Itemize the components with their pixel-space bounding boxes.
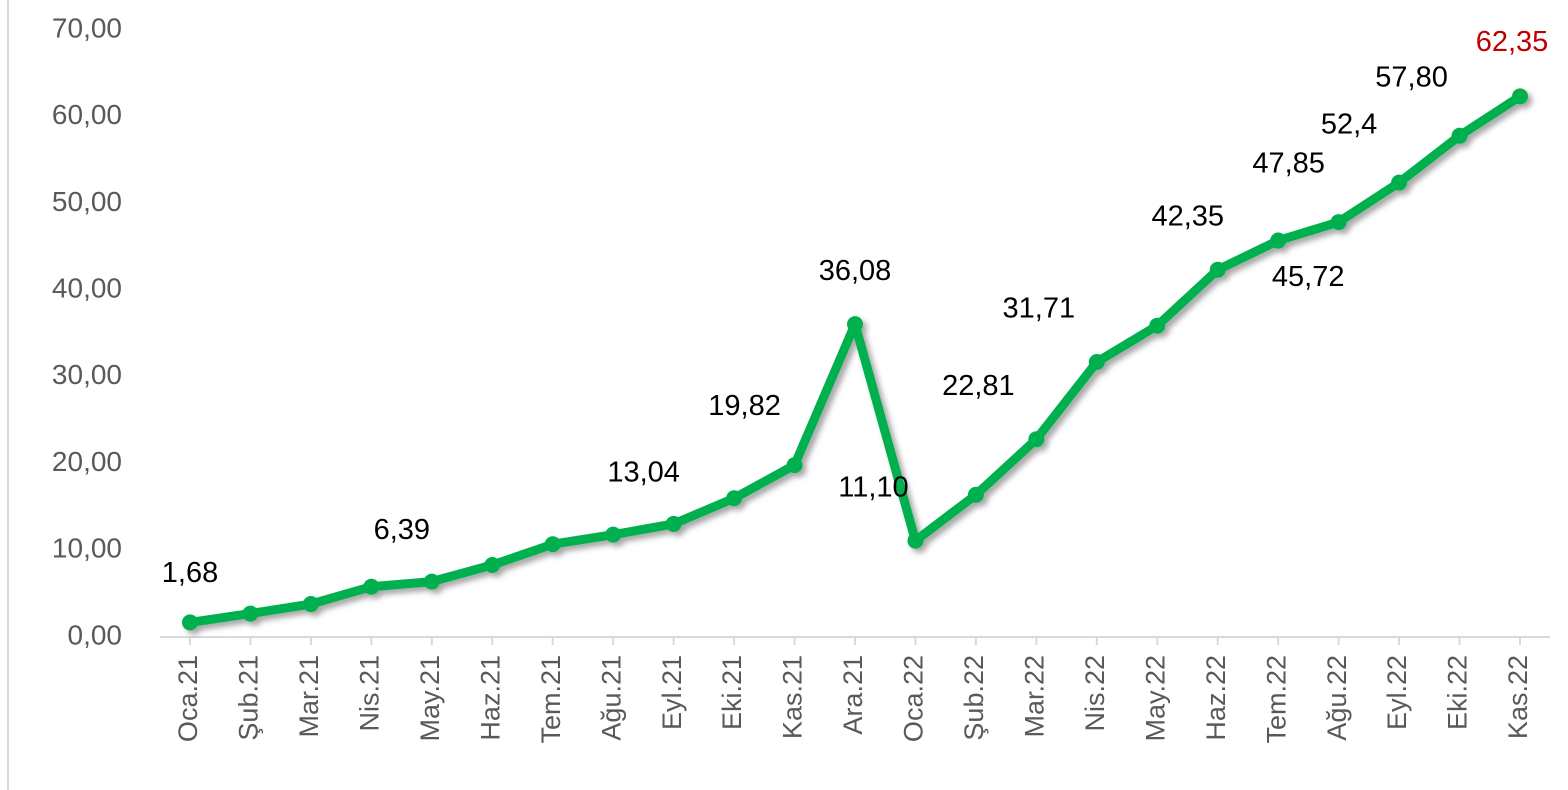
x-tick-label: Haz.22 <box>1201 655 1231 741</box>
series <box>182 88 1528 631</box>
x-tick-label: Kas.21 <box>778 655 808 739</box>
y-tick-label: 10,00 <box>52 533 122 564</box>
marker <box>847 316 863 333</box>
x-tick-label: May.21 <box>415 655 445 742</box>
data-label: 22,81 <box>942 370 1015 402</box>
marker <box>1512 88 1528 105</box>
data-label: 1,68 <box>162 557 218 589</box>
data-label: 57,80 <box>1375 61 1448 93</box>
y-tick-label: 0,00 <box>68 619 123 650</box>
y-tick-label: 30,00 <box>52 359 122 390</box>
x-tick-label: Mar.21 <box>294 655 324 738</box>
marker <box>302 596 319 613</box>
y-tick-label: 60,00 <box>52 99 122 130</box>
x-tick-label: Ağu.22 <box>1322 655 1352 741</box>
data-label: 42,35 <box>1151 200 1224 232</box>
marker <box>182 614 198 631</box>
y-tick-label: 40,00 <box>52 273 122 304</box>
x-tick-label: Şub.21 <box>234 655 264 741</box>
marker <box>665 515 682 532</box>
x-tick-label: Tem.22 <box>1261 655 1291 744</box>
marker <box>423 573 440 590</box>
x-tick-label: Tem.21 <box>536 655 566 744</box>
x-tick-label: Ara.21 <box>838 655 868 735</box>
marker <box>363 578 380 595</box>
y-tick-label: 70,00 <box>52 12 122 43</box>
y-tick-label: 50,00 <box>52 186 122 217</box>
data-label: 45,72 <box>1272 261 1345 293</box>
x-tick-label: Mar.22 <box>1019 655 1049 738</box>
marker <box>1391 174 1408 191</box>
marker <box>1149 317 1166 334</box>
x-tick-label: Kas.22 <box>1503 655 1533 739</box>
x-tick-label: Şub.22 <box>959 655 989 741</box>
x-tick-label: Ağu.21 <box>596 655 626 741</box>
data-label: 47,85 <box>1252 148 1325 180</box>
data-label: 13,04 <box>607 457 680 489</box>
data-label: 31,71 <box>1003 293 1076 325</box>
data-label: 62,35 <box>1476 26 1549 58</box>
marker <box>544 536 561 553</box>
marker <box>242 605 259 622</box>
x-tick-label: Eki.22 <box>1443 655 1473 730</box>
marker <box>1028 431 1045 448</box>
marker <box>1330 214 1347 231</box>
data-label: 11,10 <box>838 471 908 503</box>
x-tick-label: Nis.22 <box>1080 655 1110 732</box>
x-tick-label: Haz.21 <box>475 655 505 741</box>
data-label: 19,82 <box>708 390 781 422</box>
marker <box>786 457 803 474</box>
data-label: 36,08 <box>819 255 892 287</box>
marker <box>1270 232 1287 249</box>
x-tick-label: Oca.21 <box>173 655 203 742</box>
x-tick-label: Eki.21 <box>717 655 747 730</box>
x-tick-label: May.22 <box>1140 655 1170 742</box>
marker <box>1088 354 1105 371</box>
marker <box>484 557 501 574</box>
marker <box>967 486 984 503</box>
x-tick-label: Oca.22 <box>899 655 929 742</box>
data-label: 6,39 <box>374 514 430 546</box>
marker <box>1209 261 1226 278</box>
data-label: 52,4 <box>1321 108 1377 140</box>
y-tick-label: 20,00 <box>52 446 122 477</box>
marker <box>907 532 924 549</box>
x-tick-label: Eyl.21 <box>657 655 687 730</box>
marker <box>1451 127 1468 144</box>
x-tick-label: Eyl.22 <box>1382 655 1412 730</box>
x-tick-label: Nis.21 <box>354 655 384 732</box>
marker <box>605 526 622 543</box>
marker <box>726 490 743 507</box>
